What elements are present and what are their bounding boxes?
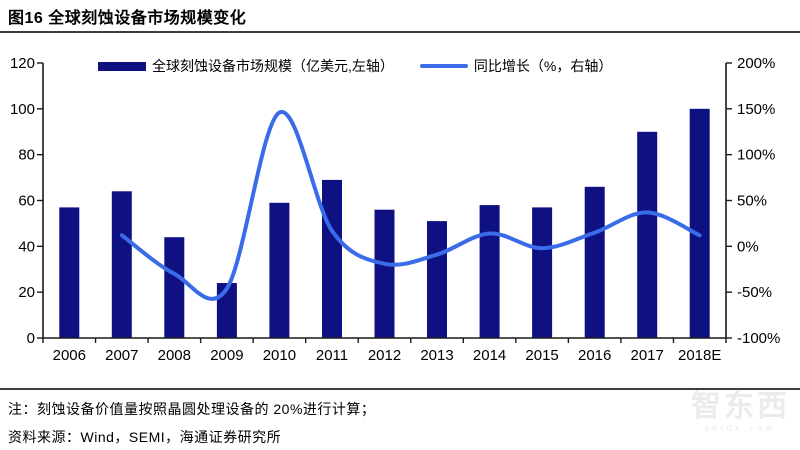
x-axis-label: 2012 [368,347,401,364]
watermark: 智东西 zhidx.com [691,390,790,434]
chart-legend: 全球刻蚀设备市场规模（亿美元,左轴） 同比增长（%，右轴） [98,56,612,76]
x-axis-label: 2006 [53,347,86,364]
right-axis-tick-label: 0% [737,238,759,255]
bar-2007 [111,191,132,338]
bar-2014 [479,205,500,338]
bar-series-label: 全球刻蚀设备市场规模（亿美元,左轴） [152,58,394,74]
watermark-domain: zhidx.com [704,424,777,433]
right-axis-tick-label: -100% [737,330,780,347]
footer-separator [0,388,800,390]
yoy-growth-line [119,110,702,301]
chart-canvas: 0 20 40 60 80 100 120 -100% -50% 0% 50% 100% 150% 200… [10,55,780,364]
x-axis-label: 2011 [316,347,348,364]
line-series-swatch [419,64,468,68]
right-axis-tick-label: 200% [737,55,775,72]
x-axis-label: 2010 [263,347,296,364]
bar-2012 [374,209,395,338]
left-axis-tick-label: 20 [18,284,35,301]
right-axis-tick-label: 50% [737,193,767,210]
left-axis-tick-label: 80 [18,147,35,164]
legend-item-yoy-growth: 同比增长（%，右轴） [419,56,613,76]
right-axis-tick-label: 100% [737,147,775,164]
figure-source: 资料来源：Wind，SEMI，海通证券研究所 [8,429,282,445]
x-axis-label: 2015 [525,347,558,364]
line-series-label: 同比增长（%，右轴） [473,58,613,74]
bar-2016 [584,186,605,339]
bar-series-swatch [98,61,146,71]
right-axis-tick-label: 150% [737,101,775,118]
left-axis-tick-label: 100 [10,101,35,118]
x-axis-label: 2007 [105,347,138,364]
left-axis-tick-label: 60 [18,193,35,210]
x-axis-label: 2009 [210,347,243,364]
figure-note: 注：刻蚀设备价值量按照晶圆处理设备的 20%进行计算； [8,401,376,417]
bar-2006 [59,207,80,338]
watermark-logo: 智东西 [691,390,790,423]
right-axis-tick-label: -50% [737,284,772,301]
figure-title: 图16 全球刻蚀设备市场规模变化 [8,10,247,27]
left-axis-tick-label: 40 [18,238,35,255]
bar-2013 [427,221,447,338]
left-axis-tick-label: 120 [10,55,35,72]
x-axis-label: 2017 [631,347,664,364]
x-axis-label: 2018E [678,347,721,364]
bar-2010 [269,202,290,338]
x-axis-label: 2014 [473,347,506,364]
left-axis-tick-label: 0 [27,330,35,347]
x-axis-label: 2016 [578,347,611,364]
bar-2017 [637,131,658,339]
bar-2018E [689,108,710,338]
x-axis-label: 2008 [158,347,191,364]
bar-2008 [164,237,185,338]
bar-2011 [322,179,342,338]
title-separator [0,31,800,33]
legend-item-market-size: 全球刻蚀设备市场规模（亿美元,左轴） [98,56,394,76]
bar-2015 [532,207,553,338]
x-axis-label: 2013 [420,347,453,364]
